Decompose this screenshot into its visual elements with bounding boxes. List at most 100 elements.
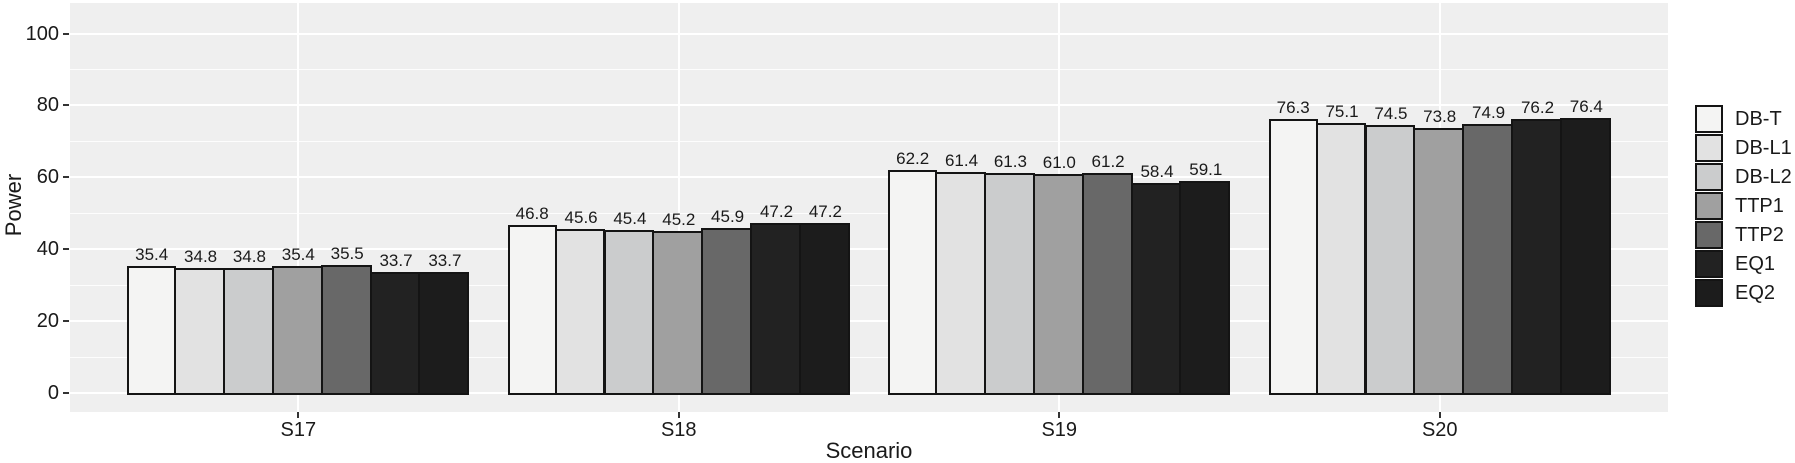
gridline-major-y80	[70, 104, 1668, 107]
bar-s19-ttp1	[1032, 173, 1084, 395]
legend-key-eq2	[1695, 279, 1723, 307]
legend-label: DB-L1	[1735, 137, 1792, 159]
bar-s18-db-l1	[554, 229, 606, 395]
bar-value-label: 59.1	[1189, 159, 1223, 179]
legend-label: EQ2	[1735, 282, 1776, 304]
bar-value-label: 34.8	[184, 246, 218, 266]
bar-value-label: 47.2	[808, 202, 842, 222]
gridline-minor-y10	[70, 356, 1668, 358]
legend-key-ttp1	[1695, 192, 1723, 220]
bar-s20-eq1	[1511, 119, 1562, 395]
legend-label: DB-L2	[1735, 166, 1792, 188]
bar-s20-db-t	[1268, 118, 1318, 395]
legend-label: TTP2	[1735, 224, 1784, 246]
bar-value-label: 74.9	[1472, 102, 1506, 122]
y-tick-mark	[63, 248, 69, 251]
bar-value-label: 45.6	[564, 208, 598, 228]
bar-value-label: 46.8	[515, 203, 549, 223]
gridline-minor-y50	[70, 212, 1668, 214]
x-tick-mark	[297, 412, 300, 418]
bar-value-label: 45.4	[613, 208, 647, 228]
bar-value-label: 61.4	[944, 151, 979, 171]
bar-s19-db-t	[888, 169, 938, 395]
bar-value-label: 75.1	[1325, 102, 1359, 122]
bar-s17-eq2	[418, 271, 470, 395]
x-tick-label-s18: S18	[660, 419, 697, 441]
bar-value-label: 35.4	[281, 244, 315, 264]
bar-s20-ttp2	[1462, 123, 1514, 395]
bar-s17-db-t	[127, 265, 177, 395]
bar-value-label: 74.5	[1374, 104, 1408, 124]
y-tick-label: 40	[36, 238, 59, 261]
bar-s17-db-l2	[223, 267, 274, 395]
legend-key-db-l1	[1695, 134, 1723, 162]
bar-value-label: 35.5	[330, 244, 364, 264]
bar-s17-ttp1	[271, 265, 323, 395]
bar-s20-db-l2	[1364, 125, 1416, 395]
y-tick-mark	[63, 320, 69, 323]
bar-s19-eq2	[1179, 180, 1231, 395]
gridline-major-y0	[70, 392, 1668, 394]
bar-value-label: 62.2	[896, 148, 930, 168]
x-tick-mark	[1058, 412, 1061, 418]
bar-value-label: 61.2	[1091, 152, 1125, 171]
bar-s19-eq1	[1130, 183, 1182, 395]
bar-value-label: 76.2	[1520, 98, 1555, 118]
bar-value-label: 45.2	[662, 209, 696, 229]
bar-value-label: 76.3	[1276, 97, 1310, 117]
gridline-minor-y90	[70, 69, 1668, 71]
y-tick-mark	[63, 176, 69, 179]
bar-value-label: 61.0	[1042, 152, 1076, 172]
bar-s19-ttp2	[1081, 173, 1133, 395]
bar-value-label: 35.4	[135, 244, 169, 264]
bar-value-label: 61.3	[993, 151, 1027, 171]
bar-s19-db-l1	[935, 172, 986, 395]
bar-s20-db-l1	[1315, 123, 1367, 395]
y-tick-mark	[63, 392, 69, 394]
y-tick-label: 80	[36, 94, 59, 117]
x-tick-label-s17: S17	[280, 419, 317, 441]
gridline-major-x-s18	[677, 3, 680, 412]
bar-value-label: 33.7	[379, 250, 413, 270]
bar-value-label: 58.4	[1140, 162, 1174, 182]
bar-s19-db-l2	[984, 172, 1035, 395]
bar-value-label: 45.9	[711, 207, 745, 226]
gridline-major-x-s17	[297, 3, 300, 412]
legend-key-db-l2	[1695, 163, 1723, 191]
y-tick-label: 100	[25, 22, 59, 45]
legend-label: DB-T	[1735, 108, 1782, 130]
gridline-major-y20	[70, 320, 1668, 323]
x-tick-label-s20: S20	[1421, 419, 1458, 441]
bar-s20-eq2	[1559, 118, 1611, 395]
bar-s18-ttp1	[652, 230, 704, 395]
y-tick-label: 60	[36, 166, 59, 189]
bar-s20-ttp1	[1413, 127, 1465, 395]
y-tick-mark	[63, 104, 69, 107]
bar-value-label: 33.7	[428, 250, 462, 270]
legend-label: EQ1	[1735, 253, 1776, 275]
x-axis-title: Scenario	[825, 438, 913, 463]
bar-s18-eq1	[750, 223, 801, 395]
x-tick-mark	[677, 412, 680, 418]
bar-value-label: 47.2	[759, 202, 794, 222]
bar-value-label: 34.8	[232, 246, 266, 266]
y-tick-mark	[63, 32, 69, 35]
y-tick-label: 20	[36, 310, 59, 333]
bar-s18-ttp2	[701, 228, 753, 395]
plot-panel	[70, 3, 1668, 412]
bar-s18-db-t	[507, 224, 557, 395]
bar-s17-eq1	[369, 271, 421, 395]
bar-s17-db-l1	[174, 267, 226, 395]
gridline-minor-y70	[70, 140, 1668, 142]
bar-value-label: 76.4	[1569, 97, 1603, 117]
x-tick-label-s19: S19	[1041, 419, 1078, 441]
y-tick-label: 0	[47, 382, 59, 404]
legend-key-db-t	[1695, 105, 1723, 133]
gridline-major-y100	[70, 32, 1668, 35]
gridline-major-y60	[70, 176, 1668, 179]
legend-label: TTP1	[1735, 195, 1784, 217]
gridline-major-y40	[70, 248, 1668, 251]
legend-key-ttp2	[1695, 221, 1723, 249]
x-tick-mark	[1438, 412, 1441, 418]
